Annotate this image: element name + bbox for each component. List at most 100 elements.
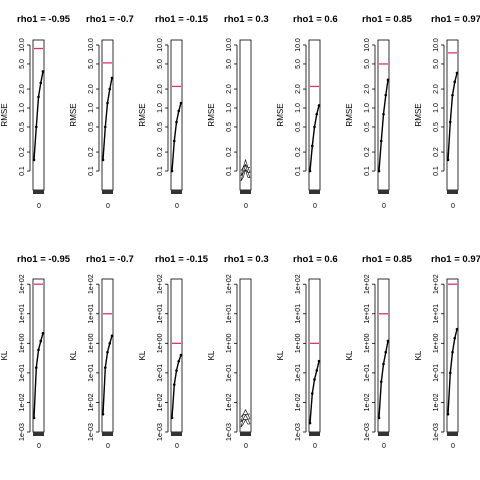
y-axis-label: KL <box>0 350 9 360</box>
data-point <box>315 112 319 116</box>
series-line <box>378 79 389 172</box>
series-line <box>240 419 251 428</box>
y-tick-label: 0.5 <box>19 122 26 132</box>
y-tick-label: 0.1 <box>157 166 164 176</box>
series-line <box>171 354 182 418</box>
data-point <box>41 331 45 335</box>
data-point <box>39 339 43 343</box>
y-tick-label: 1e-02 <box>157 393 164 411</box>
y-tick-label: 1e-02 <box>19 393 26 411</box>
panel-title: rho1 = 0.6 <box>293 14 338 25</box>
data-point <box>103 366 107 369</box>
data-point <box>377 169 381 173</box>
y-tick-label: 5.0 <box>364 59 371 69</box>
y-tick-label: 2.0 <box>157 84 164 94</box>
x-tick-label: 0 <box>244 443 248 450</box>
data-point <box>172 383 176 386</box>
y-axis-label: KL <box>69 350 78 360</box>
series-line <box>102 77 113 160</box>
y-tick-label: 10.0 <box>19 38 26 52</box>
y-tick-label: 10.0 <box>295 38 302 52</box>
y-tick-label: 1.0 <box>364 103 371 113</box>
data-point <box>41 70 45 73</box>
y-tick-label: 1e-03 <box>364 423 371 441</box>
rug-marks <box>240 190 251 194</box>
x-tick-label: 0 <box>106 203 110 210</box>
y-tick-label: 1e-03 <box>157 423 164 441</box>
y-tick-label: 1e+02 <box>364 274 371 294</box>
series-line <box>102 335 113 415</box>
y-tick-label: 1e+00 <box>226 333 233 353</box>
y-tick-label: 1e+01 <box>88 304 95 324</box>
data-point <box>179 353 183 357</box>
panel: rho1 = -0.7 1e-03 1e-02 1e-01 1e+00 1e+01 1e+0… <box>69 254 134 450</box>
y-tick-label: 1e+01 <box>157 304 164 324</box>
panel-title: rho1 = 0.6 <box>293 254 338 265</box>
series-line <box>309 105 320 172</box>
data-point <box>379 380 383 384</box>
data-point <box>317 359 321 363</box>
panel: rho1 = 0.85 0.1 0.2 0.5 1.0 2.0 5.0 10.0 RMSE 0 <box>345 14 413 210</box>
data-point <box>108 342 112 345</box>
data-point <box>446 412 450 416</box>
rug-marks <box>378 190 389 194</box>
y-tick-label: 5.0 <box>226 59 233 69</box>
y-tick-label: 0.1 <box>19 166 26 176</box>
y-tick-label: 1e+00 <box>88 333 95 353</box>
data-point <box>175 120 178 124</box>
panel: rho1 = -0.7 0.1 0.2 0.5 1.0 2.0 5.0 10.0 RMSE 0 <box>69 14 134 210</box>
panel-title: rho1 = 0.975 <box>431 14 480 25</box>
y-axis-label: RMSE <box>138 103 147 126</box>
y-tick-label: 0.5 <box>157 122 164 132</box>
plot-frame <box>32 39 45 191</box>
y-tick-label: 10.0 <box>157 38 164 52</box>
data-point <box>451 93 454 97</box>
y-axis-label: KL <box>138 350 147 360</box>
data-point <box>386 339 390 343</box>
y-axis-label: RMSE <box>276 103 285 126</box>
data-point <box>175 369 178 372</box>
panel-title: rho1 = -0.15 <box>155 254 209 265</box>
data-point <box>37 95 40 99</box>
y-tick-label: 1e+01 <box>19 304 26 324</box>
y-tick-label: 1.0 <box>295 103 302 113</box>
y-tick-label: 0.2 <box>364 147 371 157</box>
chart-row-kl: rho1 = -0.95 1e-03 1e-02 1e-01 1e+00 1e+01 1e+… <box>0 254 480 450</box>
panel-title: rho1 = 0.85 <box>362 254 413 265</box>
y-tick-label: 5.0 <box>19 59 26 69</box>
y-axis-label: RMSE <box>69 103 78 126</box>
data-point <box>39 81 43 85</box>
y-tick-label: 2.0 <box>433 84 440 94</box>
y-tick-label: 0.5 <box>88 122 95 132</box>
y-tick-label: 1e+00 <box>433 333 440 353</box>
panel-title: rho1 = -0.95 <box>17 254 71 265</box>
data-point <box>170 169 174 173</box>
panel: rho1 = 0.3 0.1 0.2 0.5 1.0 2.0 5.0 10.0 RMSE 0 <box>207 14 269 210</box>
y-tick-label: 1e+01 <box>295 304 302 324</box>
y-tick-label: 5.0 <box>88 59 95 69</box>
y-tick-label: 2.0 <box>19 84 26 94</box>
rug-marks <box>309 190 320 194</box>
panel-title: rho1 = 0.975 <box>431 254 480 265</box>
y-tick-label: 1.0 <box>226 103 233 113</box>
data-point <box>379 139 383 143</box>
y-tick-label: 1e+00 <box>295 333 302 353</box>
rug-marks <box>309 432 320 436</box>
x-tick-label: 0 <box>37 203 41 210</box>
y-tick-label: 2.0 <box>226 84 233 94</box>
data-point <box>453 80 457 84</box>
y-tick-label: 0.1 <box>433 166 440 176</box>
y-tick-label: 0.5 <box>226 122 233 132</box>
rug-marks <box>33 432 44 436</box>
plot-frame <box>239 278 252 433</box>
panel-title: rho1 = -0.95 <box>17 14 71 25</box>
series-line <box>240 414 251 423</box>
panel-title: rho1 = 0.85 <box>362 14 413 25</box>
y-tick-label: 10.0 <box>364 38 371 52</box>
panel: rho1 = 0.975 0.1 0.2 0.5 1.0 2.0 5.0 10.0 RMSE 0 <box>414 14 480 210</box>
data-point <box>101 412 105 416</box>
series-line <box>240 409 251 418</box>
series-line <box>240 168 251 182</box>
panel: rho1 = 0.6 0.1 0.2 0.5 1.0 2.0 5.0 10.0 RMSE 0 <box>276 14 338 210</box>
